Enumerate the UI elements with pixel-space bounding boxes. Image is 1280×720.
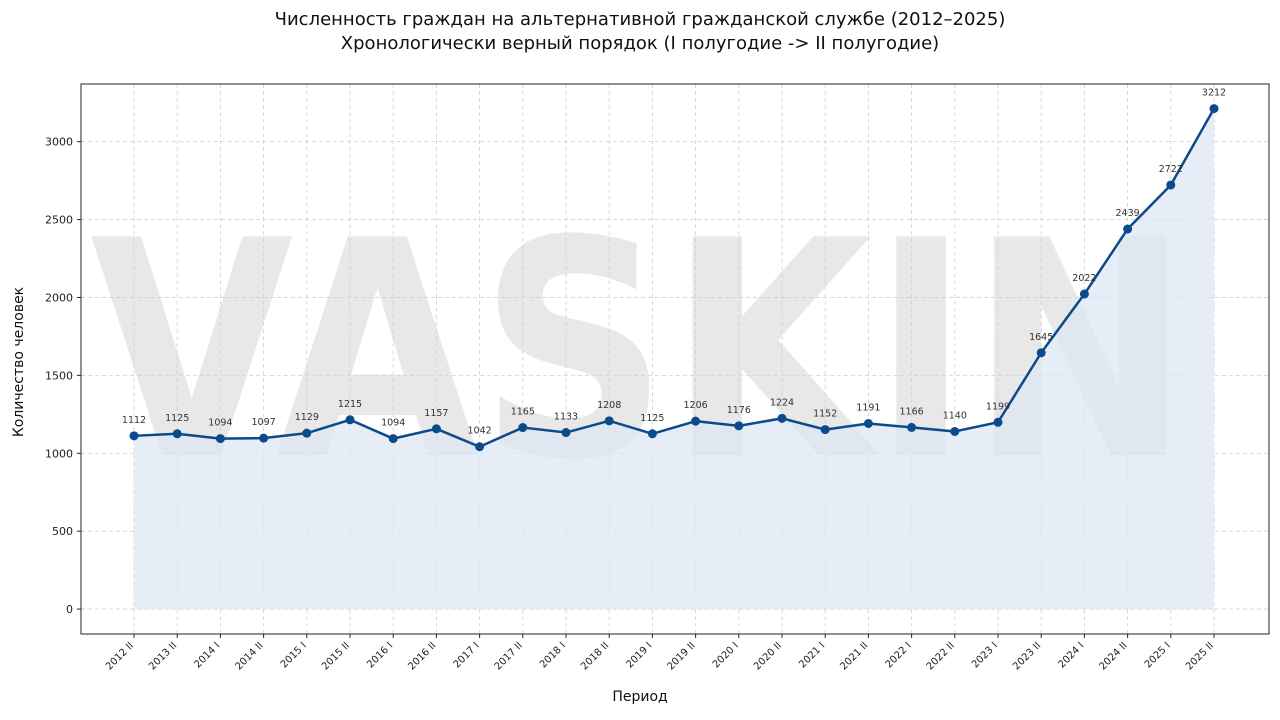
- chart-title: Численность граждан на альтернативной гр…: [274, 9, 1006, 30]
- x-tick-label: 2014 I: [192, 640, 222, 670]
- y-tick-label: 1000: [45, 447, 73, 460]
- data-label: 1042: [468, 426, 492, 437]
- x-axis-label: Период: [612, 689, 668, 705]
- data-point: [647, 429, 657, 439]
- x-tick-label: 2020 II: [752, 640, 784, 672]
- x-tick-label: 2024 I: [1056, 640, 1086, 670]
- x-tick-label: 2022 I: [884, 640, 914, 670]
- x-tick-label: 2019 II: [666, 640, 698, 672]
- data-label: 1125: [165, 413, 189, 424]
- x-tick-label: 2017 II: [493, 640, 525, 672]
- data-point: [302, 428, 312, 438]
- data-label: 1215: [338, 399, 362, 410]
- data-label: 1199: [986, 401, 1010, 412]
- data-point: [907, 422, 917, 432]
- data-point: [863, 419, 873, 429]
- data-label: 1094: [381, 418, 405, 429]
- x-tick-label: 2013 II: [147, 640, 179, 672]
- data-point: [388, 434, 398, 444]
- x-tick-label: 2016 II: [406, 640, 438, 672]
- data-label: 1645: [1029, 332, 1053, 343]
- data-point: [518, 423, 528, 433]
- data-label: 2439: [1116, 208, 1140, 219]
- y-tick-label: 2500: [45, 214, 73, 227]
- x-tick-label: 2017 I: [452, 640, 482, 670]
- data-label: 1152: [813, 409, 837, 420]
- x-tick-label: 2016 I: [365, 640, 395, 670]
- data-point: [475, 442, 485, 452]
- data-label: 3212: [1202, 88, 1226, 99]
- x-tick-label: 2015 I: [279, 640, 309, 670]
- data-point: [1123, 224, 1133, 234]
- data-point: [431, 424, 441, 434]
- x-tick-label: 2022 II: [925, 640, 957, 672]
- data-point: [604, 416, 614, 426]
- data-point: [259, 433, 269, 443]
- y-axis-label: Количество человек: [11, 286, 27, 438]
- data-label: 2022: [1072, 273, 1096, 284]
- x-tick-label: 2025 II: [1184, 640, 1216, 672]
- data-point: [1036, 348, 1046, 358]
- x-tick-label: 2021 I: [797, 640, 827, 670]
- x-tick-label: 2012 II: [104, 640, 136, 672]
- data-label: 1166: [900, 406, 924, 417]
- y-tick-label: 500: [52, 525, 73, 538]
- data-point: [345, 415, 355, 425]
- y-tick-label: 2000: [45, 291, 73, 304]
- data-label: 1125: [640, 413, 664, 424]
- data-label: 1224: [770, 397, 794, 408]
- data-point: [172, 429, 182, 439]
- data-label: 1157: [424, 408, 448, 419]
- data-point: [1079, 289, 1089, 299]
- data-label: 1165: [511, 407, 535, 418]
- x-tick-label: 2015 II: [320, 640, 352, 672]
- data-label: 1097: [252, 417, 276, 428]
- data-point: [1209, 104, 1219, 114]
- y-tick-label: 0: [66, 603, 73, 616]
- series-line: [133, 108, 1216, 448]
- x-tick-label: 2024 II: [1098, 640, 1130, 672]
- data-point: [215, 434, 225, 444]
- data-label: 1112: [122, 415, 146, 426]
- x-tick-label: 2018 II: [579, 640, 611, 672]
- y-tick-label: 1500: [45, 369, 73, 382]
- x-tick-label: 2014 II: [234, 640, 266, 672]
- x-tick-label: 2025 I: [1143, 640, 1173, 670]
- chart-subtitle: Хронологически верный порядок (I полугод…: [340, 33, 940, 54]
- x-tick-label: 2023 II: [1011, 640, 1043, 672]
- data-point: [734, 421, 744, 431]
- data-point: [820, 425, 830, 435]
- x-tick-label: 2021 II: [838, 640, 870, 672]
- data-label: 2722: [1159, 164, 1183, 175]
- data-label: 1140: [943, 410, 967, 421]
- data-label: 1176: [727, 405, 751, 416]
- data-point: [129, 431, 139, 441]
- data-label: 1191: [856, 403, 880, 414]
- data-label: 1206: [684, 400, 708, 411]
- data-label: 1129: [295, 412, 319, 423]
- data-point: [1166, 180, 1176, 190]
- data-label: 1133: [554, 412, 578, 423]
- area-fill: [134, 108, 1214, 610]
- x-tick-label: 2023 I: [970, 640, 1000, 670]
- plot-frame: [80, 83, 1270, 635]
- y-tick-label: 3000: [45, 136, 73, 149]
- x-tick-label: 2019 I: [624, 640, 654, 670]
- data-point: [691, 416, 701, 426]
- data-label: 1094: [208, 418, 232, 429]
- data-point: [950, 426, 960, 436]
- data-point: [561, 428, 571, 438]
- data-point: [777, 413, 787, 423]
- x-tick-label: 2018 I: [538, 640, 568, 670]
- data-label: 1208: [597, 400, 621, 411]
- x-tick-label: 2020 I: [711, 640, 741, 670]
- data-point: [993, 417, 1003, 427]
